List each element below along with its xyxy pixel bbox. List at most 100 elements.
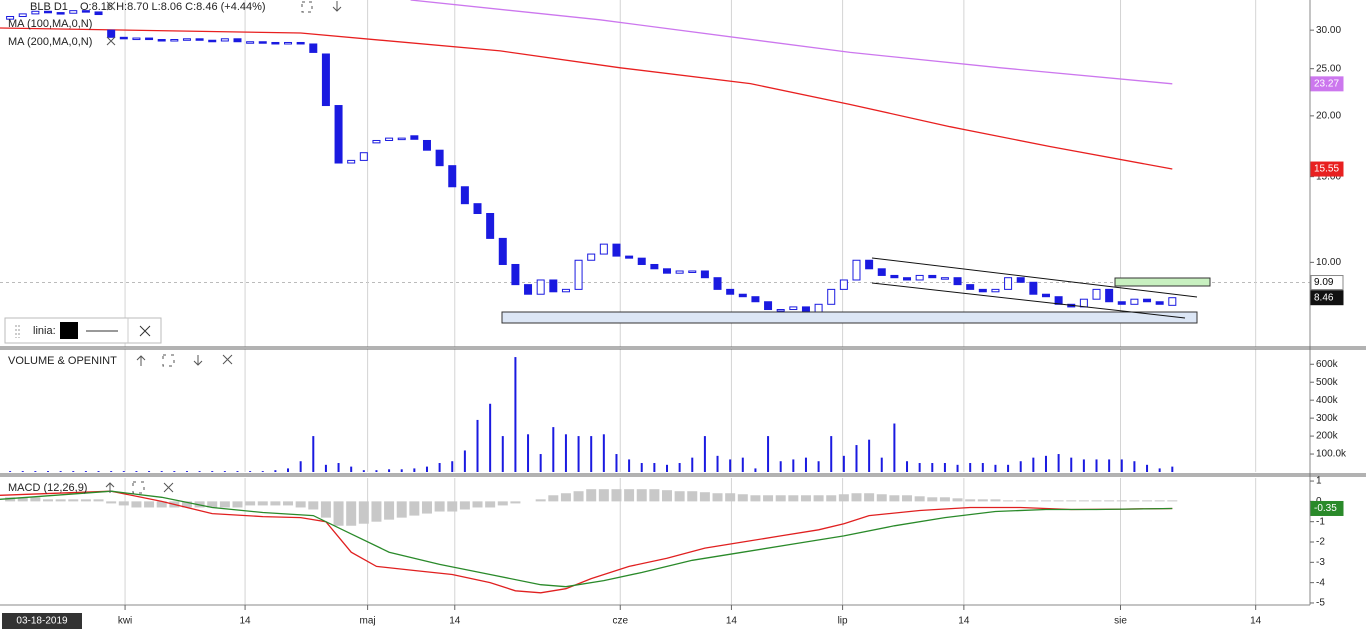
channel-lower[interactable] (871, 282, 1186, 319)
candle-body (258, 41, 267, 44)
line (0, 490, 1173, 588)
volume-bar (1057, 454, 1060, 472)
candle-body (220, 38, 229, 42)
macd-histogram-bar (800, 495, 811, 502)
line-toolbar[interactable]: linia: (4, 317, 162, 344)
y-tick-label: 15.00 (1316, 171, 1341, 182)
macd-icons[interactable] (105, 481, 174, 494)
candle-body (637, 257, 646, 265)
macd-histogram-bar (1154, 500, 1165, 502)
candle-body (94, 11, 103, 16)
volume-bar (792, 459, 795, 472)
candle-body (776, 309, 785, 312)
macd-histogram-bar (889, 495, 900, 502)
candle-body (940, 277, 949, 280)
macd-histogram-bar (283, 501, 294, 506)
volume-bar (893, 423, 896, 472)
macd-histogram-bar (371, 501, 382, 522)
volume-bar (122, 471, 125, 472)
candle-body (170, 39, 179, 42)
macd-histogram-bar (573, 491, 584, 502)
candle-body (145, 37, 154, 41)
candle-body (1168, 297, 1177, 306)
volume-bar (779, 461, 782, 472)
volume-bar (552, 427, 555, 472)
header-icons[interactable] (106, 1, 342, 46)
macd-histogram-bar (687, 491, 698, 502)
macd-histogram-bar (270, 501, 281, 506)
color-swatch[interactable] (60, 322, 78, 339)
candle-body (1117, 301, 1126, 305)
macd-histogram-bar (750, 495, 761, 502)
y-tick-label: 400k (1316, 395, 1339, 406)
candle-body (928, 274, 937, 279)
volume-bar (527, 434, 530, 472)
candle-body (132, 37, 141, 41)
candle-body (460, 186, 469, 205)
volume-bar (274, 470, 277, 472)
volume-bar (602, 434, 605, 472)
macd-histogram-bar (106, 501, 117, 504)
macd-histogram-bar (1116, 500, 1127, 502)
macd-histogram-bar (434, 501, 445, 512)
volume-bar (1133, 461, 1136, 472)
legend-ma100: MA (100,MA,0,N) (8, 18, 92, 30)
candle-body (69, 10, 78, 14)
volume-bar (223, 471, 226, 472)
macd-last-label: -0.35 (1314, 503, 1337, 514)
macd-histogram-bar (636, 489, 647, 502)
candle-body (1004, 277, 1013, 290)
volume-icons[interactable] (136, 354, 233, 367)
macd-histogram-bar (396, 501, 407, 518)
macd-histogram-bar (131, 501, 142, 508)
macd-histogram-bar (725, 493, 736, 502)
volume-bar (906, 461, 909, 472)
macd-histogram-bar (813, 495, 824, 502)
x-tick-label: 14 (240, 616, 252, 627)
volume-bar (1095, 459, 1098, 472)
volume-bar (337, 463, 340, 472)
volume-bar (514, 357, 517, 472)
macd-histogram-bar (1104, 500, 1115, 502)
volume-bar (1070, 457, 1073, 472)
cursor-date-box (2, 613, 82, 629)
macd-histogram-bar (712, 493, 723, 502)
candle-body (372, 139, 381, 144)
macd-histogram-bar (1066, 500, 1077, 502)
candle-body (511, 263, 520, 286)
candle-body (385, 137, 394, 141)
macd-histogram-bar (548, 495, 559, 502)
candle-body (1016, 277, 1025, 283)
macd-histogram-bar (1129, 500, 1140, 502)
line (0, 490, 1173, 594)
volume-bar (855, 445, 858, 472)
x-tick-label: 14 (1250, 616, 1262, 627)
cursor-date: 03-18-2019 (16, 616, 68, 627)
volume-bar (918, 463, 921, 472)
candle-body (473, 203, 482, 215)
volume-bar (666, 464, 669, 472)
volume-bar (110, 471, 113, 472)
last-value-label-box (1310, 161, 1344, 177)
candle-body (1041, 293, 1050, 298)
candle-body (574, 259, 583, 290)
volume-bar (716, 455, 719, 472)
target-zone[interactable] (1114, 277, 1211, 287)
candle-body (119, 36, 128, 40)
close-icon[interactable] (139, 325, 151, 337)
channel-upper[interactable] (871, 257, 1198, 298)
last-value-label: 15.55 (1314, 164, 1339, 175)
macd-histogram-bar (649, 489, 660, 502)
candle-body (827, 288, 836, 305)
volume-bar (375, 470, 378, 472)
y-tick-label: -4 (1316, 577, 1325, 588)
y-tick-label: 1 (1316, 476, 1322, 487)
last-price-label: 8.46 (1314, 292, 1334, 303)
volume-bar (703, 436, 706, 472)
volume-bar (640, 463, 643, 472)
x-tick-label: sie (1114, 616, 1127, 627)
volume-bar (1082, 459, 1085, 472)
candle-body (44, 10, 53, 14)
support-zone[interactable] (501, 311, 1198, 324)
